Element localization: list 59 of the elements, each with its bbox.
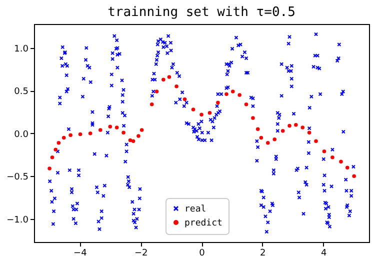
- point: [300, 126, 304, 130]
- point: [150, 102, 154, 106]
- point: [98, 128, 102, 132]
- point: [280, 128, 285, 133]
- point: [251, 116, 255, 120]
- point: [54, 148, 58, 152]
- point: [56, 140, 61, 145]
- point: [339, 160, 343, 164]
- y-tick-label: −1.0: [6, 215, 29, 226]
- legend-label: predict: [184, 218, 222, 228]
- point: [259, 136, 264, 140]
- point: [238, 93, 242, 97]
- y-tick-label: −0.5: [6, 172, 28, 183]
- point: [154, 90, 159, 94]
- point: [167, 75, 172, 79]
- point: [230, 90, 235, 94]
- point: [216, 100, 220, 105]
- point: [182, 97, 187, 102]
- point: [266, 140, 270, 145]
- point: [191, 108, 196, 112]
- point: [88, 132, 92, 136]
- point: [294, 123, 298, 127]
- y-tick-label: 1.0: [14, 44, 29, 54]
- y-tick-label: 0.5: [14, 87, 28, 98]
- x-tick-label: 2: [260, 248, 266, 258]
- point: [62, 136, 66, 140]
- x-tick-label: 0: [199, 248, 206, 258]
- point: [208, 111, 212, 115]
- point: [78, 132, 82, 136]
- point: [346, 166, 350, 170]
- point: [162, 78, 166, 82]
- point: [272, 138, 276, 142]
- point: [288, 124, 292, 128]
- point: [128, 138, 132, 142]
- point: [122, 130, 126, 134]
- point: [68, 133, 72, 138]
- point: [50, 155, 54, 160]
- point: [108, 124, 112, 128]
- point: [352, 174, 356, 178]
- point: [307, 130, 312, 134]
- point: [131, 139, 136, 143]
- y-tick-label: 0.0: [14, 130, 29, 140]
- point: [200, 112, 204, 116]
- point: [244, 102, 248, 106]
- point: [140, 128, 144, 132]
- point: [322, 150, 326, 154]
- x-tick-label: −4: [74, 248, 88, 258]
- point: [314, 139, 318, 143]
- x-tick-label: 4: [320, 248, 327, 258]
- x-tick-label: −2: [134, 248, 148, 258]
- legend-label: real: [184, 204, 206, 214]
- point: [114, 126, 119, 130]
- point: [224, 92, 228, 96]
- chart-title: trainning set with τ=0.5: [108, 5, 296, 20]
- point: [256, 127, 260, 132]
- point: [48, 166, 52, 170]
- point: [136, 134, 140, 138]
- point: [330, 155, 334, 160]
- point: [174, 84, 178, 88]
